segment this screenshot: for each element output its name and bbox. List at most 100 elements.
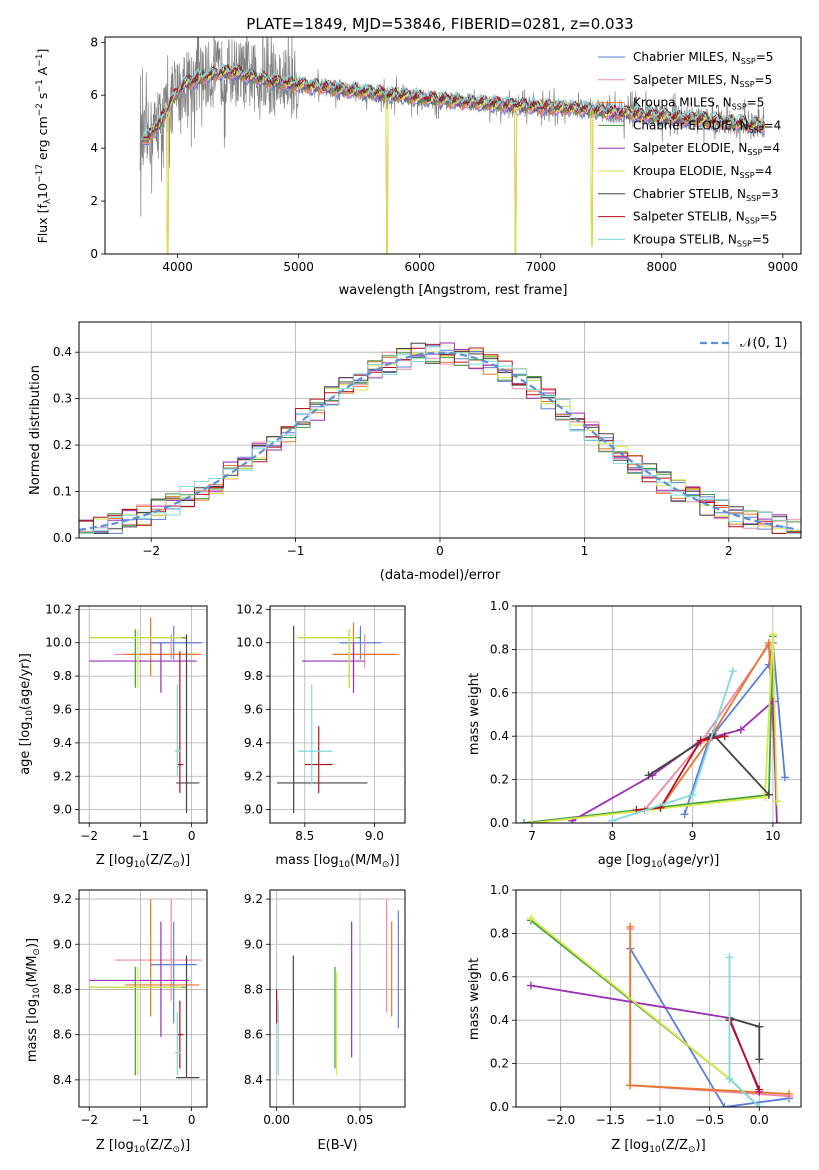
axes-frame — [269, 889, 406, 1108]
legend-model-name: Kroupa MILES, N — [633, 96, 732, 110]
x-tick-label: 8 — [609, 829, 617, 843]
axes-frame — [515, 605, 802, 824]
y-axis-label-part: ⊙ — [32, 948, 42, 956]
weight-point — [755, 1055, 764, 1064]
weight-point — [725, 1074, 734, 1083]
y-tick-label: 0.0 — [490, 816, 509, 830]
y-tick-label: 0.0 — [490, 1100, 509, 1114]
y-axis-label-part: −2 — [35, 103, 45, 116]
weight-point — [768, 630, 777, 639]
legend-label: Kroupa STELIB, NSSP=5 — [633, 232, 770, 248]
x-axis-label-part: 10 — [651, 860, 663, 870]
weight-point — [755, 1022, 764, 1031]
x-tick-label: 9.0 — [365, 829, 384, 843]
legend-label: Kroupa ELODIE, NSSP=4 — [633, 164, 772, 180]
legend-label: Chabrier ELODIE, NSSP=4 — [633, 118, 781, 134]
weight-line-0 — [629, 948, 790, 1107]
y-tick-label: 8.4 — [53, 1073, 72, 1087]
y-axis-label-part: ] — [35, 49, 50, 54]
y-axis-label: Normed distribution — [28, 365, 43, 495]
plot-area — [276, 899, 399, 1105]
legend-label: Kroupa MILES, NSSP=5 — [633, 96, 764, 112]
plot-area — [89, 617, 202, 813]
legend-model-name: Chabrier MILES, N — [633, 50, 741, 64]
x-axis-label: Z [log10(Z/Z⊙)] — [96, 1138, 190, 1155]
x-axis-label: age [log10(age/yr)] — [598, 853, 720, 870]
x-axis-label: Z [log10(Z/Z⊙)] — [611, 1138, 705, 1155]
y-tick-label: 10.2 — [45, 602, 72, 616]
x-axis-label-part: 10 — [134, 860, 146, 870]
x-tick-label: 0.05 — [347, 1113, 374, 1127]
x-tick-label: 1 — [581, 544, 589, 558]
x-axis-label-part: (age/yr)] — [662, 853, 719, 868]
y-tick-label: 0.8 — [490, 926, 509, 940]
x-axis-label-part: )] — [696, 1138, 706, 1153]
weight-point — [720, 1103, 729, 1107]
weight-line-3 — [530, 919, 760, 1107]
legend-nssp-value: =5 — [752, 232, 770, 246]
weight-point — [626, 922, 635, 931]
legend-nssp-sub: SSP — [746, 194, 761, 203]
legend-label: Salpeter STELIB, NSSP=5 — [633, 210, 777, 226]
axes-frame — [104, 36, 802, 255]
y-tick-label: 0.4 — [490, 1013, 509, 1027]
x-axis-label-part: )] — [180, 1138, 190, 1153]
x-tick-label: 0.00 — [263, 1113, 290, 1127]
y-axis-label: mass weight — [467, 958, 482, 1040]
x-tick-label: −1.5 — [596, 1113, 625, 1127]
x-tick-label: 0 — [188, 1113, 196, 1127]
x-tick-label: −1 — [132, 1113, 150, 1127]
panel-age-vs-Z: −2 −1 09.09.29.49.69.810.010.2Z [log10(Z/Z… — [18, 602, 208, 870]
legend-nssp-sub: SSP — [745, 217, 760, 226]
x-axis-label-part: (Z/Z — [145, 1138, 172, 1153]
x-tick-label: 6000 — [404, 260, 435, 274]
x-tick-label: −1.0 — [645, 1113, 674, 1127]
legend-model-name: Kroupa ELODIE, N — [633, 164, 740, 178]
weight-point — [760, 792, 769, 801]
y-axis-label: mass weight — [467, 673, 482, 755]
weight-point — [780, 773, 789, 782]
x-axis-label-part: (Z/Z — [145, 853, 172, 868]
x-axis-label-part: Z [log — [611, 1138, 649, 1153]
weight-line-8 — [612, 670, 734, 822]
weight-line-3 — [523, 636, 774, 823]
y-tick-label: 9.2 — [53, 892, 72, 906]
model-spectrum-8 — [140, 62, 765, 141]
y-tick-label: 8.8 — [244, 982, 263, 996]
y-axis-label-part: 10 — [35, 183, 50, 199]
y-tick-label: 8.4 — [244, 1073, 263, 1087]
legend-nssp-sub: SSP — [737, 239, 752, 248]
x-tick-label: 8000 — [647, 260, 678, 274]
weight-line-4 — [571, 699, 778, 823]
legend-nssp-sub: SSP — [747, 148, 762, 157]
y-tick-label: 2 — [90, 194, 98, 208]
weight-point — [720, 732, 729, 741]
y-tick-label: 9.0 — [53, 803, 72, 817]
weight-point — [608, 816, 617, 823]
legend-model-name: Salpeter MILES, N — [633, 73, 740, 87]
figure-title: PLATE=1849, MJD=53846, FIBERID=0281, z=0… — [246, 15, 633, 33]
plot-area — [526, 914, 794, 1107]
y-tick-label: 8.6 — [53, 1028, 72, 1042]
x-tick-label: 9000 — [768, 260, 799, 274]
y-tick-label: 0.1 — [53, 485, 72, 499]
x-tick-label: 0 — [436, 544, 444, 558]
y-tick-label: 9.4 — [53, 736, 72, 750]
y-axis-label: age [log10(age/yr)] — [18, 653, 35, 775]
y-tick-label: 9.6 — [53, 702, 72, 716]
weight-point — [736, 725, 745, 734]
y-axis-label-part: (M/M — [25, 956, 40, 988]
weight-line-2 — [659, 639, 778, 809]
y-axis-label-part: A — [35, 66, 50, 79]
x-axis-label: E(B-V) — [317, 1138, 357, 1153]
legend-nssp-sub: SSP — [741, 57, 756, 66]
panel-age-vs-mass: 8.5 9.0 9.0 9.2 9.4 9.6 9.8 10.0 10.2 mass [log10… — [236, 602, 406, 870]
x-tick-label: 0 — [188, 829, 196, 843]
legend-nssp-value: =5 — [756, 50, 774, 64]
y-tick-label: 10.2 — [236, 602, 263, 616]
weight-point — [764, 638, 773, 647]
weight-point — [755, 1085, 764, 1094]
weight-point — [528, 819, 537, 823]
y-tick-label: 9.8 — [53, 669, 72, 683]
